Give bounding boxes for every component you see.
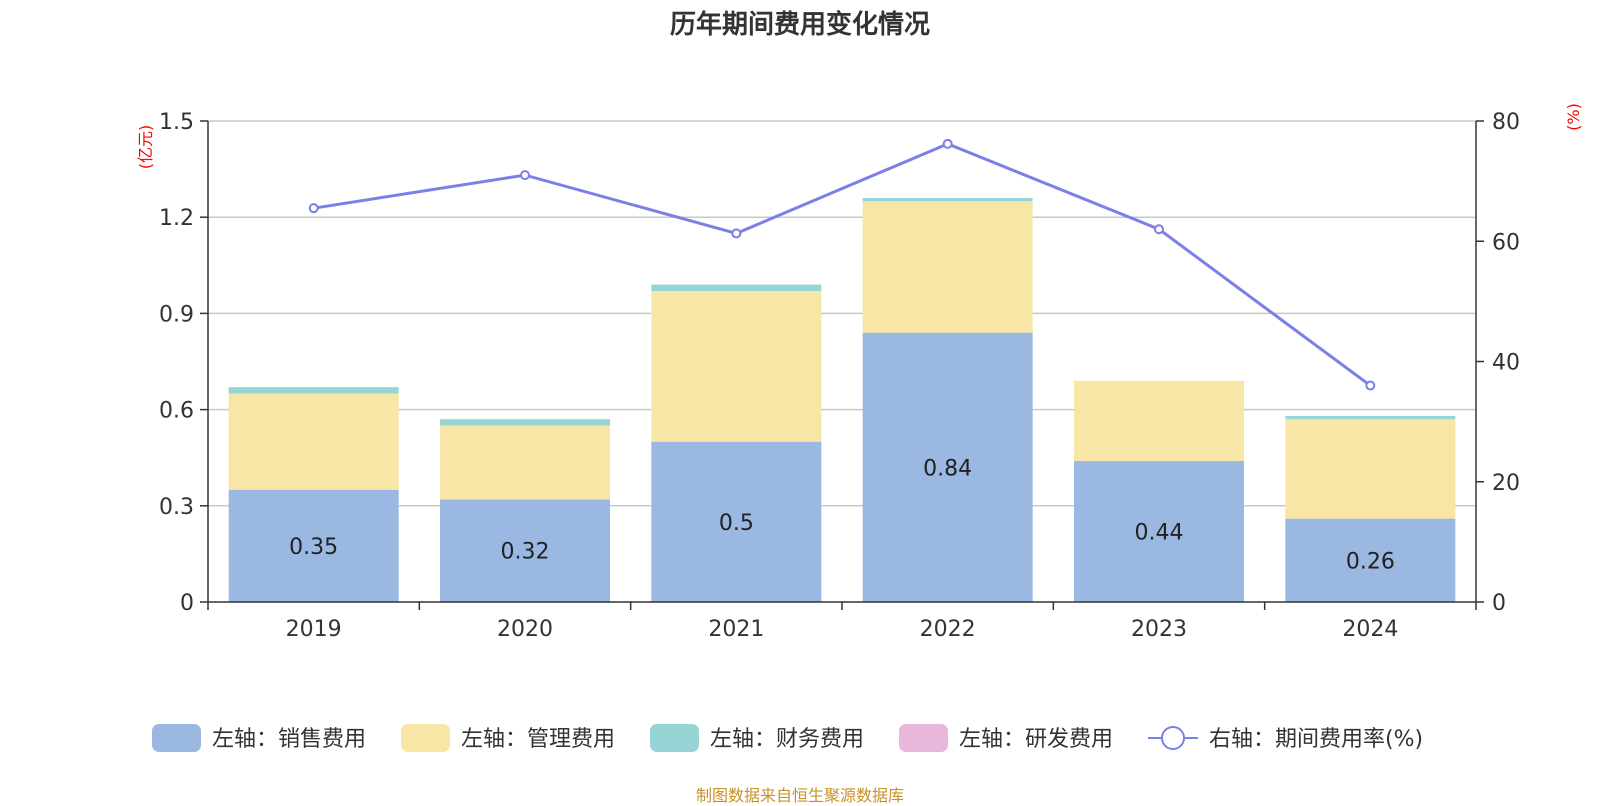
bar-value-label: 0.84 <box>923 456 972 481</box>
chart-canvas: 0 0.3 0.6 0.9 1.2 1.5 0 20 40 60 80 2019 2020 2021 202… <box>136 103 1583 752</box>
legend-swatch <box>401 724 450 752</box>
left-axis-tick-label: 1.5 <box>159 110 194 135</box>
bar-sales <box>651 441 822 602</box>
bar-sales <box>1285 518 1456 602</box>
axes: 0 0.3 0.6 0.9 1.2 1.5 0 20 40 60 80 2019 2020 2021 202… <box>136 103 1583 642</box>
bar-value-label: 0.26 <box>1346 549 1395 574</box>
bar-finance <box>651 284 822 291</box>
rate-point <box>520 170 530 181</box>
legend: 左轴：销售费用 左轴：管理费用 左轴：财务费用 左轴：研发费用 右轴：期间费用率(%) <box>152 724 1423 752</box>
rate-point <box>308 203 319 214</box>
legend-rate[interactable]: 右轴：期间费用率(%) <box>1148 726 1423 752</box>
legend-label: 左轴：财务费用 <box>710 727 864 752</box>
bar-finance <box>862 197 1033 202</box>
bar-value-label: 0.32 <box>501 540 550 565</box>
legend-label: 左轴：销售费用 <box>212 727 366 752</box>
left-axis-tick-label: 0.6 <box>159 399 194 424</box>
chart-title: 历年期间费用变化情况 <box>669 10 930 40</box>
bar-sales <box>228 489 399 602</box>
rate-line-path <box>313 142 1372 387</box>
bar-admin <box>440 425 610 500</box>
left-axis-unit: (亿元) <box>136 125 155 170</box>
legend-swatch <box>650 724 699 752</box>
x-axis-tick-label: 2022 <box>920 617 976 642</box>
bar-finance <box>1285 416 1456 420</box>
right-axis-tick-label: 0 <box>1492 591 1506 616</box>
x-axis-tick-label: 2024 <box>1342 617 1398 642</box>
legend-sales[interactable]: 左轴：销售费用 <box>152 724 366 752</box>
legend-admin[interactable]: 左轴：管理费用 <box>401 724 615 752</box>
rate-point <box>731 228 742 239</box>
rate-point <box>942 138 953 149</box>
bar-value-label: 0.5 <box>719 511 754 536</box>
legend-swatch <box>899 724 948 752</box>
right-axis-tick-label: 40 <box>1492 351 1520 376</box>
legend-swatch <box>152 724 201 752</box>
bar-sales <box>862 332 1033 602</box>
bar-admin <box>1074 380 1244 461</box>
source-footer: 制图数据来自恒生聚源数据库 <box>695 786 904 805</box>
x-axis-tick-label: 2020 <box>497 617 553 642</box>
rate-point <box>1365 380 1376 391</box>
left-axis-tick-label: 0 <box>180 591 194 616</box>
x-axis-tick-label: 2021 <box>708 617 764 642</box>
right-axis-tick-label: 60 <box>1492 230 1520 255</box>
right-axis-tick-label: 80 <box>1492 110 1520 135</box>
legend-label: 左轴：管理费用 <box>461 727 615 752</box>
rate-line <box>308 138 1376 391</box>
bar-admin <box>651 290 822 442</box>
bar-sales <box>1074 460 1244 602</box>
legend-circle-swatch <box>1161 726 1185 750</box>
right-axis-tick-label: 20 <box>1492 471 1520 496</box>
bar-finance <box>228 387 399 394</box>
legend-label: 右轴：期间费用率(%) <box>1209 727 1423 752</box>
right-axis-unit: (%) <box>1564 103 1583 131</box>
bars <box>228 197 1456 602</box>
bar-admin <box>1285 419 1456 519</box>
legend-finance[interactable]: 左轴：财务费用 <box>650 724 864 752</box>
left-axis-tick-label: 1.2 <box>159 206 194 231</box>
legend-rnd[interactable]: 左轴：研发费用 <box>899 724 1113 752</box>
bar-admin <box>862 201 1033 333</box>
left-axis-tick-label: 0.3 <box>159 495 194 520</box>
left-axis-tick-label: 0.9 <box>159 302 194 327</box>
x-axis-tick-label: 2023 <box>1131 617 1187 642</box>
bar-value-label: 0.35 <box>289 535 338 560</box>
x-axis-tick-label: 2019 <box>286 617 342 642</box>
legend-label: 左轴：研发费用 <box>959 727 1113 752</box>
rate-point <box>1154 224 1164 235</box>
bar-finance <box>440 419 610 426</box>
bar-value-label: 0.44 <box>1135 520 1184 545</box>
bar-admin <box>228 393 399 490</box>
gridlines <box>208 120 1476 507</box>
bar-labels: 0.35 0.32 0.5 0.84 0.44 0.26 <box>289 456 1395 574</box>
bar-sales <box>440 499 610 602</box>
